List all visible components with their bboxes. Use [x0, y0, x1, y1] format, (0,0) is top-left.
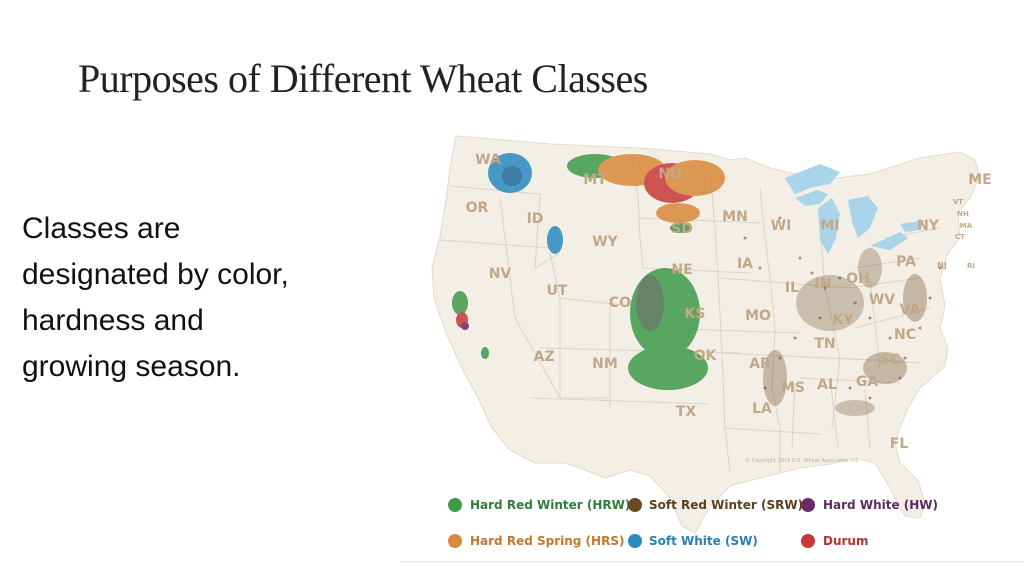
- legend-swatch-sw: [628, 534, 642, 548]
- hrs-region-sd: [656, 203, 700, 223]
- state-label-nh: NH: [957, 210, 969, 218]
- legend-item-hw: Hard White (HW): [801, 498, 938, 512]
- body-line: hardness and: [22, 304, 204, 337]
- state-label-wi: WI: [771, 218, 792, 234]
- srw-region-delta: [763, 350, 787, 406]
- state-label-ga: GA: [856, 374, 878, 390]
- srw-region-east: [903, 274, 927, 322]
- great-lakes: [785, 164, 925, 254]
- state-label-nv: NV: [489, 266, 512, 282]
- slide-title: Purposes of Different Wheat Classes: [78, 56, 648, 101]
- state-label-la: LA: [752, 401, 772, 417]
- state-label-ct: CT: [955, 233, 965, 241]
- state-label-ny: NY: [917, 218, 940, 234]
- legend-swatch-hw: [801, 498, 815, 512]
- slide-body-text: Classes are designated by color, hardnes…: [22, 206, 362, 390]
- state-label-ks: KS: [685, 306, 706, 322]
- state-label-ri: RI: [967, 262, 975, 270]
- body-line: Classes are: [22, 212, 181, 245]
- legend: Hard Red Winter (HRW) Soft Red Winter (S…: [448, 498, 938, 548]
- state-label-mt: MT: [583, 172, 607, 188]
- hw-region-plains: [636, 275, 664, 331]
- state-label-tx: TX: [676, 404, 697, 420]
- state-label-wa: WA: [475, 152, 501, 168]
- legend-label-srw: Soft Red Winter (SRW): [649, 498, 803, 512]
- legend-swatch-hrw: [448, 498, 462, 512]
- state-label-co: CO: [609, 295, 631, 311]
- state-label-az: AZ: [534, 349, 555, 365]
- wheat-regions: [452, 153, 927, 416]
- wheat-speckles: [743, 216, 942, 400]
- legend-label-sw: Soft White (SW): [649, 534, 758, 548]
- state-label-wy: WY: [592, 234, 618, 250]
- hrw-region-sd: [670, 223, 690, 233]
- state-label-ky: KY: [833, 312, 855, 328]
- us-map-svg: WA OR ID MT ND MN WI MI NY ME VT NH MA C…: [400, 135, 1024, 563]
- srw-region-south: [835, 400, 875, 416]
- state-label-mo: MO: [745, 308, 771, 324]
- state-label-tn: TN: [814, 336, 835, 352]
- state-label-fl: FL: [890, 436, 909, 452]
- hrw-region-ok-tx: [628, 346, 708, 390]
- state-label-id: ID: [527, 211, 544, 227]
- legend-item-sw: Soft White (SW): [628, 534, 758, 548]
- state-label-vt: VT: [953, 198, 963, 206]
- state-label-ne: NE: [671, 262, 692, 278]
- legend-item-srw: Soft Red Winter (SRW): [628, 498, 803, 512]
- legend-item-hrs: Hard Red Spring (HRS): [448, 534, 624, 548]
- state-label-nc: NC: [894, 327, 916, 343]
- state-label-or: OR: [466, 200, 489, 216]
- map-copyright: © Copyright 2019 U.S. Wheat Associates, …: [745, 457, 860, 464]
- sw-region-id: [547, 226, 563, 254]
- state-label-ia: IA: [737, 256, 753, 272]
- srw-region-carolinas: [863, 352, 907, 384]
- state-label-wv: WV: [869, 292, 895, 308]
- legend-label-hrs: Hard Red Spring (HRS): [470, 534, 624, 548]
- srw-region-ohio: [858, 248, 882, 288]
- state-label-nj: NJ: [937, 261, 947, 270]
- state-label-nm: NM: [592, 356, 618, 372]
- state-label-nd: ND: [658, 166, 681, 182]
- hrs-region-nd: [665, 160, 725, 196]
- legend-item-durum: Durum: [801, 534, 868, 548]
- state-label-sd: SD: [671, 221, 693, 237]
- state-label-ms: MS: [781, 380, 805, 396]
- state-label-in: IN: [815, 276, 832, 292]
- us-land-shape: [431, 135, 981, 534]
- legend-label-hw: Hard White (HW): [823, 498, 938, 512]
- body-line: growing season.: [22, 350, 241, 383]
- state-label-ok: OK: [694, 348, 718, 364]
- sw-region-wa-core: [502, 166, 522, 186]
- srw-region-midwest: [796, 275, 864, 331]
- state-label-ut: UT: [547, 283, 568, 299]
- legend-item-hrw: Hard Red Winter (HRW): [448, 498, 630, 512]
- legend-label-durum: Durum: [823, 534, 868, 548]
- state-label-oh: OH: [846, 271, 870, 287]
- legend-label-hrw: Hard Red Winter (HRW): [470, 498, 630, 512]
- state-label-pa: PA: [896, 254, 916, 270]
- legend-swatch-durum: [801, 534, 815, 548]
- state-label-sc: SC: [880, 352, 900, 368]
- legend-swatch-hrs: [448, 534, 462, 548]
- state-label-al: AL: [817, 377, 837, 393]
- state-labels: WA OR ID MT ND MN WI MI NY ME VT NH MA C…: [466, 152, 992, 452]
- state-label-me: ME: [968, 172, 992, 188]
- state-label-mi: MI: [820, 218, 839, 234]
- state-label-il: IL: [785, 280, 799, 296]
- state-label-mn: MN: [722, 209, 748, 225]
- body-line: designated by color,: [22, 258, 289, 291]
- hrw-region-az: [481, 347, 489, 359]
- state-label-ma: MA: [960, 222, 973, 230]
- hrw-region-ca: [452, 291, 468, 315]
- hw-region-ca: [461, 322, 469, 330]
- wheat-class-map: WA OR ID MT ND MN WI MI NY ME VT NH MA C…: [400, 128, 1024, 576]
- state-borders: [439, 157, 941, 474]
- state-label-ar: AR: [749, 356, 771, 372]
- legend-swatch-srw: [628, 498, 642, 512]
- state-label-va: VA: [900, 302, 921, 318]
